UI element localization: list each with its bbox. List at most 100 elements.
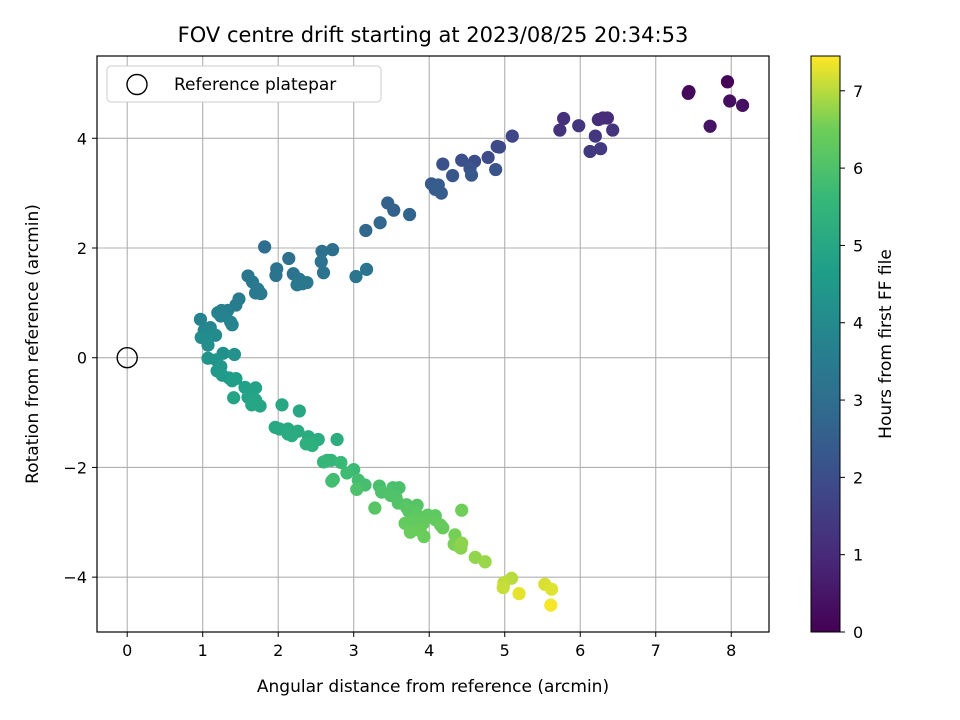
data-point <box>325 243 340 257</box>
data-point <box>227 347 242 362</box>
colorbar-tick-label: 1 <box>853 546 863 565</box>
data-point <box>455 536 469 550</box>
y-tick-label: 4 <box>77 129 87 148</box>
x-axis-ticks: 0 1 2 3 4 5 6 7 8 <box>122 632 736 660</box>
y-tick-label: −2 <box>63 458 87 477</box>
data-point <box>468 550 482 564</box>
data-point <box>723 94 737 108</box>
data-point <box>201 338 215 352</box>
data-point <box>285 429 299 443</box>
grid-lines <box>97 56 769 632</box>
x-tick-label: 6 <box>575 641 585 660</box>
x-tick-label: 2 <box>273 641 283 660</box>
data-point <box>254 286 268 301</box>
data-point <box>368 501 382 515</box>
legend-marker-icon <box>126 73 148 96</box>
data-point <box>325 474 339 488</box>
colorbar-tick-label: 6 <box>853 159 863 178</box>
data-point <box>583 144 597 159</box>
colorbar-tick-label: 0 <box>853 623 863 642</box>
data-point <box>229 371 243 386</box>
data-point <box>553 123 567 137</box>
data-point <box>269 268 283 283</box>
legend-entry-reference: Reference platepar <box>174 75 336 95</box>
y-tick-label: 0 <box>77 349 87 368</box>
data-point <box>434 186 448 200</box>
data-point <box>557 111 571 126</box>
data-point <box>350 482 364 496</box>
x-tick-label: 8 <box>726 641 736 660</box>
data-point <box>492 140 507 154</box>
data-point <box>275 398 289 412</box>
data-point <box>417 529 431 544</box>
colorbar-tick-label: 2 <box>853 468 863 487</box>
data-point <box>436 157 450 171</box>
data-point <box>330 432 344 447</box>
data-point <box>544 582 559 596</box>
data-point <box>258 240 272 254</box>
data-point <box>489 162 503 177</box>
data-point <box>703 119 717 133</box>
data-point <box>681 86 695 100</box>
data-point <box>305 438 319 453</box>
data-point <box>214 309 228 323</box>
x-tick-label: 0 <box>122 641 132 660</box>
data-point <box>315 244 329 258</box>
legend: Reference platepar <box>106 65 382 103</box>
x-axis-label: Angular distance from reference (arcmin) <box>257 677 609 697</box>
reference-platepar-point <box>116 347 138 369</box>
data-point <box>282 251 296 266</box>
data-point <box>588 129 602 143</box>
data-point <box>359 262 374 276</box>
data-point <box>478 555 492 569</box>
colorbar-tick-label: 3 <box>853 391 863 410</box>
x-tick-label: 5 <box>500 641 510 660</box>
x-tick-label: 1 <box>198 641 208 660</box>
data-point <box>455 503 469 517</box>
data-point <box>316 455 331 469</box>
colorbar-tick-label: 4 <box>853 314 863 333</box>
data-point <box>245 398 259 412</box>
colorbar-ticks: 0 1 2 3 4 5 6 7 <box>840 82 863 642</box>
legend-box <box>106 65 382 103</box>
data-point <box>359 223 373 238</box>
colorbar: 0 1 2 3 4 5 6 7 Hours from first FF file <box>810 55 896 642</box>
data-point <box>290 278 304 292</box>
data-point <box>316 266 331 280</box>
data-point <box>436 521 450 535</box>
data-point <box>349 269 363 284</box>
data-point <box>402 207 417 222</box>
data-point <box>594 142 608 156</box>
data-point <box>373 216 387 230</box>
colorbar-tick-label: 5 <box>853 236 863 255</box>
data-point <box>340 466 354 480</box>
colorbar-label: Hours from first FF file <box>876 249 896 439</box>
colorbar-tick-label: 7 <box>853 82 863 101</box>
data-point <box>606 123 620 137</box>
data-point <box>591 113 605 127</box>
data-point <box>496 580 510 595</box>
x-tick-label: 4 <box>424 641 434 660</box>
data-point <box>292 404 306 418</box>
chart-title: FOV centre drift starting at 2023/08/25 … <box>178 23 689 47</box>
data-point <box>225 318 239 332</box>
x-tick-label: 3 <box>349 641 359 660</box>
y-axis-label: Rotation from reference (arcmin) <box>23 204 43 484</box>
data-points <box>193 75 750 612</box>
x-tick-label: 7 <box>651 641 661 660</box>
data-point <box>314 255 328 269</box>
data-point <box>544 598 558 612</box>
data-point <box>735 98 750 112</box>
y-axis-ticks: −4 −2 0 2 4 <box>63 129 97 587</box>
data-point <box>446 168 460 183</box>
data-point <box>512 587 526 601</box>
data-point <box>481 150 495 165</box>
y-tick-label: −4 <box>63 568 87 587</box>
data-point <box>464 168 479 182</box>
data-point <box>403 525 417 539</box>
data-point <box>227 391 241 405</box>
colorbar-gradient <box>811 56 840 632</box>
y-tick-label: 2 <box>77 239 87 258</box>
data-point <box>193 312 208 326</box>
